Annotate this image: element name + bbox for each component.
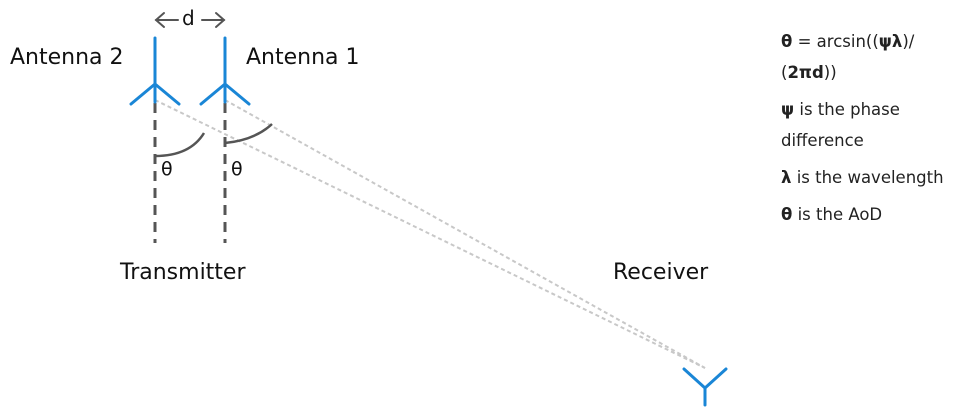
legend-psi: ψ is the phase difference (781, 94, 967, 156)
formula-end: )) (823, 63, 837, 82)
two-pi-d-symbols: 2πd (787, 63, 824, 82)
theta-text: is the AoD (792, 205, 883, 224)
legend-lambda: λ is the wavelength (781, 162, 967, 193)
antenna-1-icon (199, 36, 251, 106)
lambda-symbol: λ (781, 168, 792, 187)
psi-lambda-symbols: ψλ (878, 32, 903, 51)
spacing-label: d (182, 6, 195, 30)
antenna-2-icon (129, 36, 181, 106)
antenna-1-label: Antenna 1 (246, 45, 360, 70)
psi-text: is the phase difference (781, 100, 900, 150)
angle-arc-antenna-2 (154, 132, 206, 158)
receiver-antenna-icon (682, 367, 728, 407)
formula-eq: = arcsin(( (792, 32, 879, 51)
receiver-label: Receiver (613, 260, 709, 285)
legend-theta: θ is the AoD (781, 199, 967, 230)
angle-arc-antenna-1 (224, 123, 273, 145)
ray-antenna-2 (154, 99, 706, 369)
theta-symbol: θ (781, 32, 793, 51)
psi-symbol: ψ (781, 100, 795, 119)
theta-legend-symbol: θ (781, 205, 793, 224)
ray-antenna-1 (224, 99, 706, 369)
lambda-text: is the wavelength (791, 168, 944, 187)
theta-label-antenna-2: θ (161, 158, 173, 180)
formula-mid: )/ ( (781, 32, 915, 82)
theta-label-antenna-1: θ (231, 158, 243, 180)
antenna-2-label: Antenna 2 (10, 45, 124, 70)
legend: θ = arcsin((ψλ)/ (2πd)) ψ is the phase d… (781, 26, 967, 236)
transmitter-label: Transmitter (120, 260, 246, 285)
spacing-arrows (154, 12, 226, 28)
legend-formula: θ = arcsin((ψλ)/ (2πd)) (781, 26, 967, 88)
